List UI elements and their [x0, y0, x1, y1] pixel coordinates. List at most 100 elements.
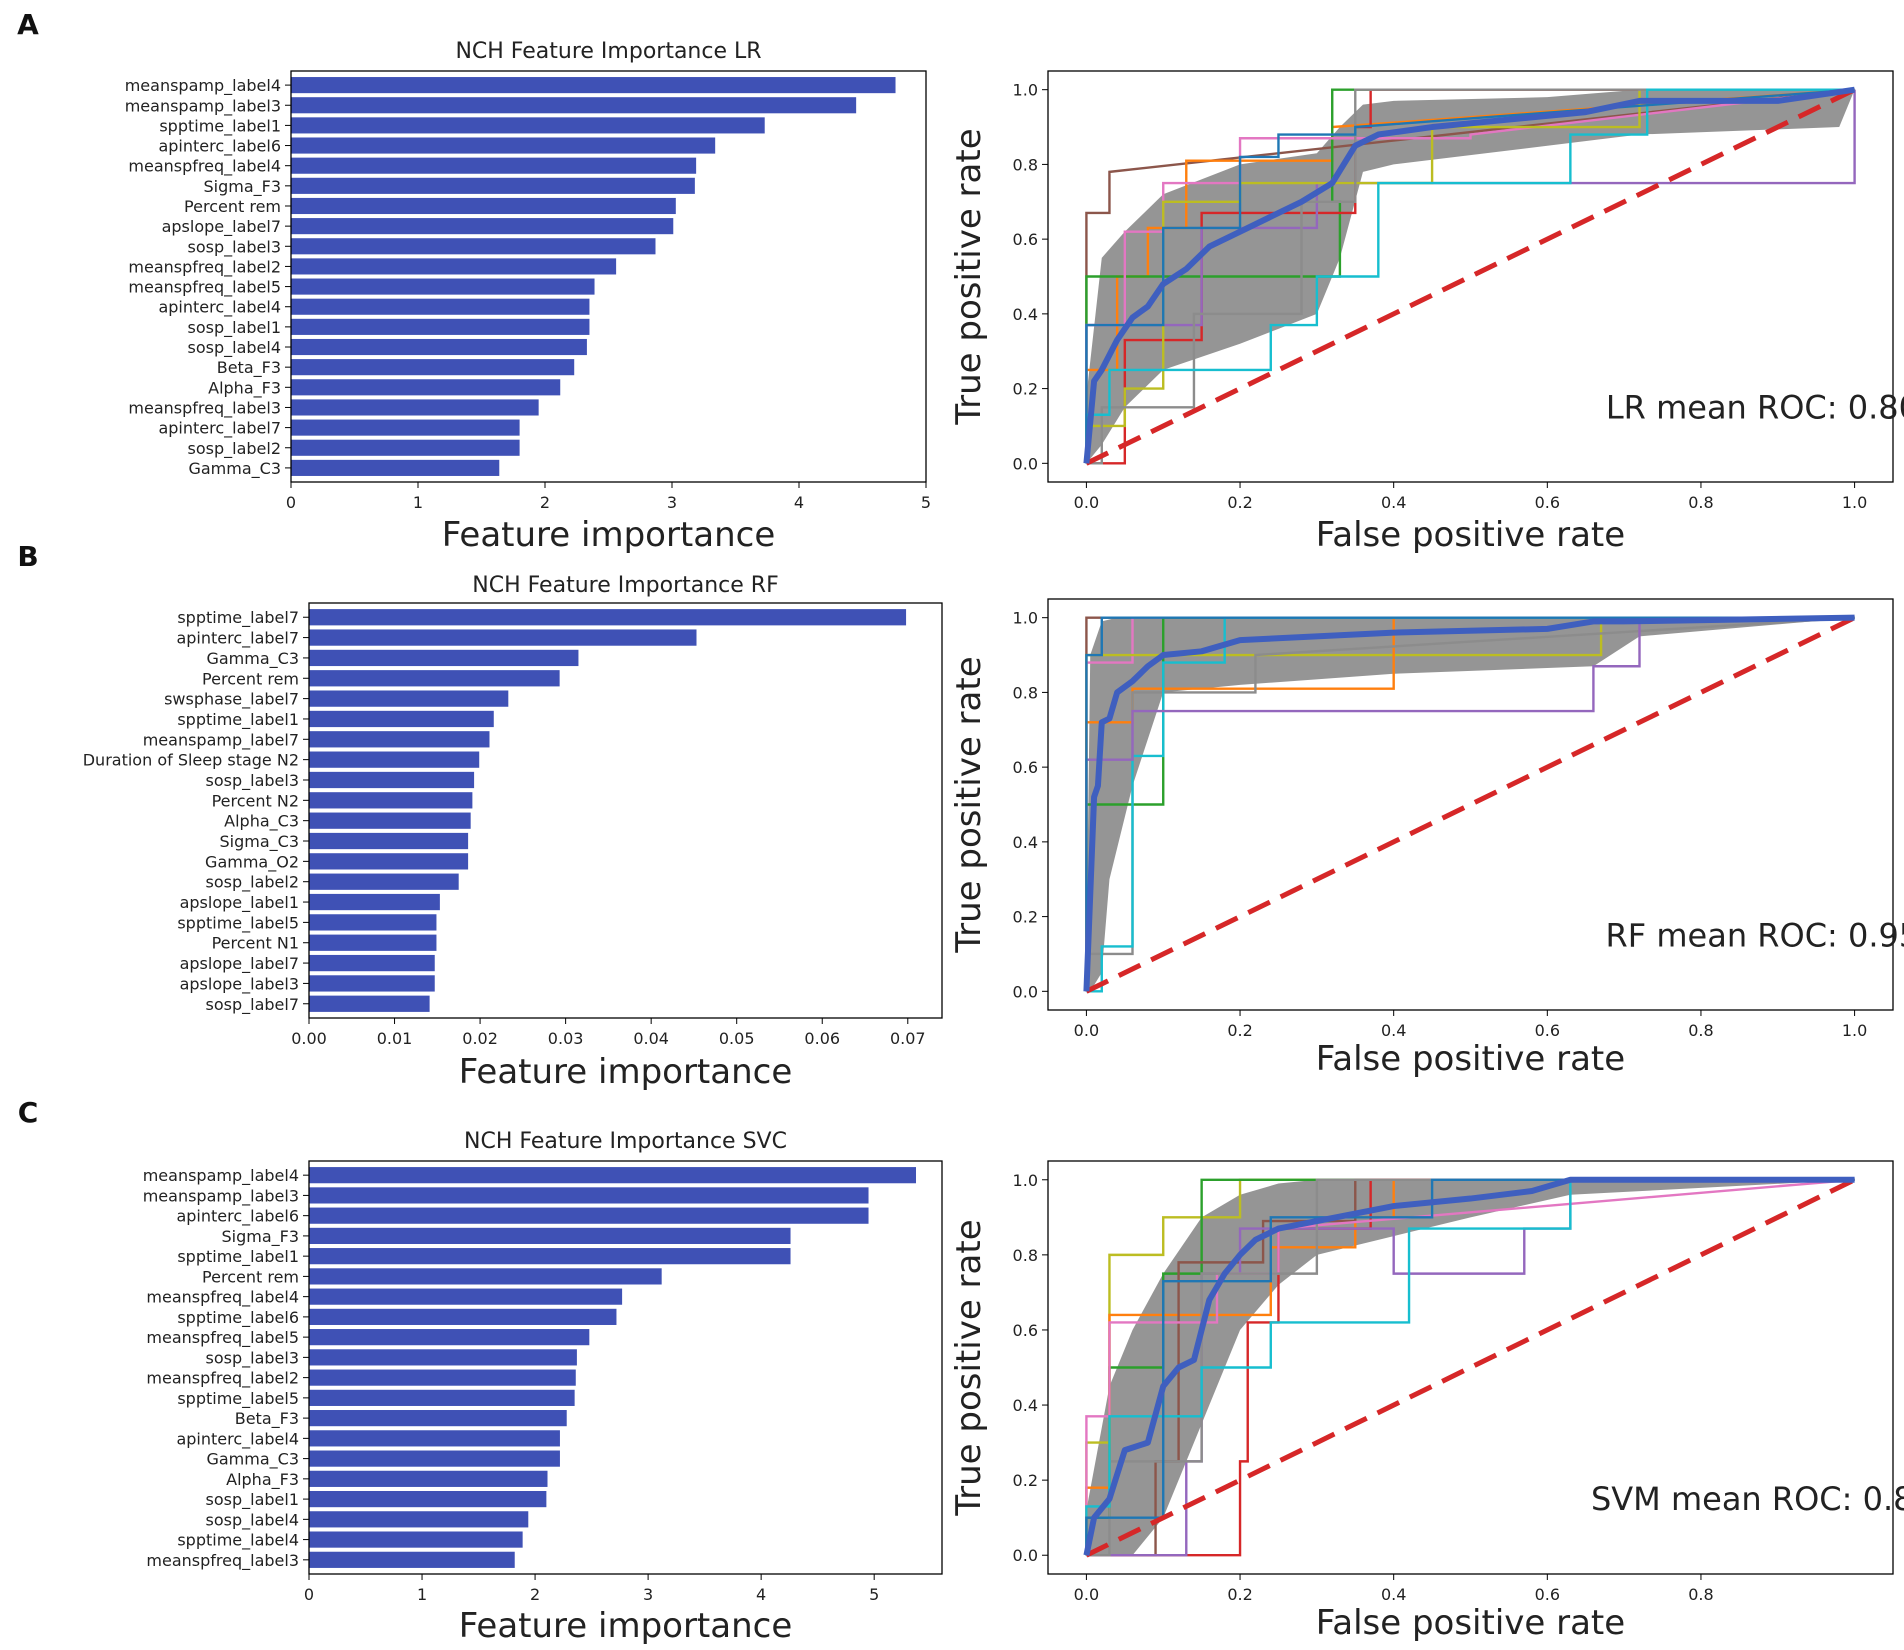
- y-axis-label: True positive rate: [949, 1219, 989, 1516]
- y-tick-label: apinterc_label6: [176, 1207, 299, 1227]
- x-tick-label: 0.06: [804, 1029, 840, 1048]
- bar: [309, 1187, 869, 1204]
- bar: [309, 1389, 575, 1406]
- bar: [309, 1288, 623, 1305]
- y-tick-label: spptime_label1: [177, 710, 299, 730]
- y-axis-label: True positive rate: [949, 128, 989, 425]
- x-tick-label: 0.0: [1074, 1585, 1099, 1604]
- y-tick-label: Sigma_C3: [220, 832, 300, 852]
- y-tick-label: meanspamp_label7: [143, 730, 299, 750]
- x-tick-label: 0.2: [1227, 1585, 1252, 1604]
- bar: [291, 238, 656, 255]
- bar: [291, 117, 765, 134]
- y-tick-label: Gamma_O2: [205, 852, 299, 872]
- bar: [309, 975, 435, 992]
- y-tick-label: apinterc_label4: [176, 1429, 299, 1449]
- bar: [309, 792, 473, 809]
- y-tick-label: meanspfreq_label3: [146, 1551, 299, 1571]
- x-tick-label: 2: [530, 1585, 540, 1604]
- roc-mean: [1083, 1176, 1855, 1556]
- bar: [291, 197, 676, 215]
- y-tick-label: 0.6: [1013, 230, 1038, 249]
- x-tick-label: 0.6: [1535, 493, 1560, 512]
- x-tick-label: 1.0: [1842, 1021, 1867, 1040]
- y-tick-label: spptime_label6: [177, 1308, 299, 1328]
- y-tick-label: 0.0: [1013, 1546, 1038, 1565]
- y-tick-label: meanspamp_label3: [143, 1186, 299, 1206]
- y-tick-label: apslope_label1: [180, 893, 299, 913]
- bar: [309, 690, 509, 707]
- y-tick-label: meanspamp_label3: [125, 96, 281, 116]
- y-axis-label: True positive rate: [949, 656, 989, 953]
- x-axis-label: Feature importance: [442, 515, 776, 555]
- panel-letter: B: [17, 540, 38, 573]
- bar-chart: meanspamp_label4meanspamp_label3spptime_…: [125, 39, 931, 555]
- x-tick-label: 0.8: [1688, 1021, 1713, 1040]
- y-tick-label: spptime_label7: [177, 608, 299, 628]
- bar: [309, 771, 475, 789]
- bar: [309, 995, 430, 1012]
- x-tick-label: 0.0: [1074, 493, 1099, 512]
- x-tick-label: 0.2: [1227, 1021, 1252, 1040]
- roc-annotation: SVM mean ROC: 0.83: [1591, 1480, 1904, 1518]
- y-tick-label: apslope_label7: [162, 217, 281, 237]
- roc-annotation: RF mean ROC: 0.95: [1606, 916, 1904, 954]
- x-tick-label: 0.05: [719, 1029, 755, 1048]
- chart-title: NCH Feature Importance SVC: [464, 1129, 787, 1154]
- y-tick-label: sosp_label1: [206, 1490, 300, 1510]
- bar: [309, 670, 560, 687]
- bar: [291, 318, 590, 335]
- x-tick-label: 0.2: [1227, 493, 1252, 512]
- y-tick-label: 0.2: [1013, 908, 1038, 927]
- x-tick-label: 0.0: [1074, 1021, 1099, 1040]
- bar: [309, 1450, 560, 1467]
- bar: [309, 954, 435, 972]
- panel-letter: C: [18, 1096, 39, 1129]
- y-tick-label: sosp_label4: [188, 338, 282, 358]
- y-tick-label: Percent N1: [212, 934, 299, 953]
- bar: [291, 177, 695, 194]
- roc-mean: [1083, 86, 1856, 464]
- bar: [291, 338, 587, 356]
- y-tick-label: Gamma_C3: [206, 1450, 299, 1470]
- bar: [291, 459, 500, 476]
- x-tick-label: 0: [286, 493, 296, 512]
- roc-fold-blue: [1085, 1178, 1855, 1556]
- bar: [309, 649, 579, 667]
- bar: [291, 218, 674, 235]
- y-tick-label: spptime_label5: [177, 1389, 299, 1409]
- y-tick-label: Sigma_F3: [221, 1227, 299, 1247]
- chart-title: NCH Feature Importance LR: [455, 39, 761, 64]
- y-tick-label: Percent N2: [212, 791, 299, 810]
- y-tick-label: apinterc_label6: [158, 137, 281, 157]
- x-axis-label: False positive rate: [1316, 515, 1625, 555]
- y-tick-label: apinterc_label7: [158, 419, 281, 439]
- bar: [309, 1268, 662, 1285]
- y-tick-label: Alpha_C3: [224, 812, 299, 832]
- roc-fold-cyan: [1085, 88, 1855, 464]
- bar: [309, 853, 469, 870]
- y-tick-label: 0.0: [1013, 982, 1038, 1001]
- y-tick-label: 1.0: [1013, 609, 1038, 628]
- x-tick-label: 0.02: [462, 1029, 498, 1048]
- x-tick-label: 0.6: [1535, 1021, 1560, 1040]
- y-tick-label: sosp_label3: [206, 1348, 300, 1368]
- y-tick-label: meanspfreq_label5: [128, 278, 281, 298]
- y-tick-label: meanspamp_label4: [143, 1166, 299, 1186]
- y-tick-label: spptime_label4: [177, 1531, 299, 1551]
- y-tick-label: sosp_label3: [206, 771, 300, 791]
- y-tick-label: apslope_label3: [180, 974, 299, 994]
- y-tick-label: 0.4: [1013, 305, 1038, 324]
- x-tick-label: 0.01: [377, 1029, 413, 1048]
- x-tick-label: 0.6: [1535, 1585, 1560, 1604]
- bar: [291, 439, 520, 456]
- x-tick-label: 1: [417, 1585, 427, 1604]
- y-tick-label: spptime_label1: [159, 116, 281, 136]
- roc-fold-blue: [1085, 616, 1855, 992]
- y-tick-label: 0.0: [1013, 454, 1038, 473]
- plot-frame: [308, 1160, 943, 1575]
- bar: [291, 379, 561, 396]
- roc-fold-purple: [1085, 616, 1855, 992]
- y-tick-label: apinterc_label7: [176, 629, 299, 649]
- bar: [309, 710, 494, 728]
